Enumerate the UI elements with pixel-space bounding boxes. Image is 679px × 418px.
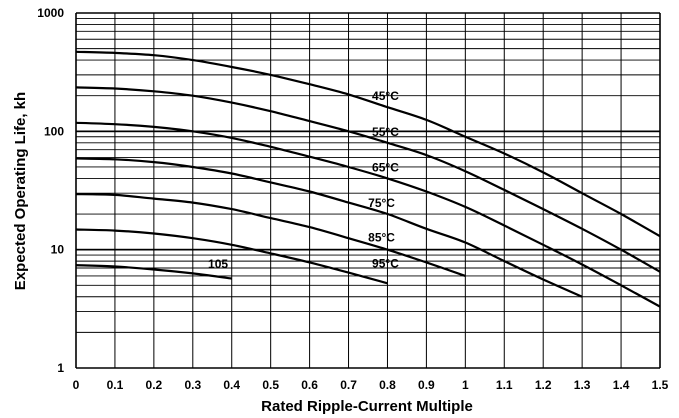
series-labels: 45°C 55°C 65°C 75°C 85°C 95°C 105 [208, 89, 399, 271]
series-line-3 [75, 157, 583, 298]
series-label: 95°C [372, 256, 399, 270]
y-tick-label: 1000 [37, 6, 64, 20]
x-axis-title: Rated Ripple-Current Multiple [261, 398, 473, 415]
grid [75, 12, 661, 369]
x-tick-label: 0.7 [340, 378, 357, 392]
series-label: 55°C [372, 125, 399, 139]
x-tick-label: 1.2 [535, 378, 552, 392]
series-label: 105 [208, 257, 228, 271]
x-tick-label: 0.8 [379, 378, 396, 392]
y-tick-label: 10 [51, 243, 65, 257]
x-tick-label: 1.5 [652, 378, 669, 392]
series-label: 85°C [368, 231, 395, 245]
x-tick-label: 1.1 [496, 378, 513, 392]
x-tick-label: 0.3 [184, 378, 201, 392]
series-line-1 [75, 86, 661, 273]
y-tick-label: 1 [57, 361, 64, 375]
x-tick-label: 0.5 [262, 378, 279, 392]
x-tick-label: 1 [462, 378, 469, 392]
series-line-5 [75, 228, 388, 285]
x-tick-label: 0 [73, 378, 80, 392]
x-tick-label: 0.2 [146, 378, 163, 392]
x-tick-label: 1.4 [613, 378, 630, 392]
series-label: 75°C [368, 196, 395, 210]
series-layer [75, 50, 661, 308]
series-line-2 [75, 121, 661, 308]
series-label: 65°C [372, 160, 399, 174]
x-tick-label: 0.6 [301, 378, 318, 392]
y-axis-title: Expected Operating Life, kh [12, 92, 29, 290]
series-line-0 [75, 50, 661, 238]
x-tick-label: 1.3 [574, 378, 591, 392]
x-axis-ticks: 0 0.1 0.2 0.3 0.4 0.5 0.6 0.7 0.8 0.9 1 1.1 1.2 1.3 1.… [73, 378, 669, 392]
y-tick-label: 100 [44, 124, 64, 138]
series-line-4 [75, 193, 466, 277]
series-line-6 [75, 264, 232, 280]
x-tick-label: 0.1 [107, 378, 124, 392]
series-label: 45°C [372, 89, 399, 103]
x-tick-label: 0.9 [418, 378, 435, 392]
x-tick-label: 0.4 [223, 378, 240, 392]
y-axis-ticks: 1 10 100 1000 [37, 6, 64, 375]
